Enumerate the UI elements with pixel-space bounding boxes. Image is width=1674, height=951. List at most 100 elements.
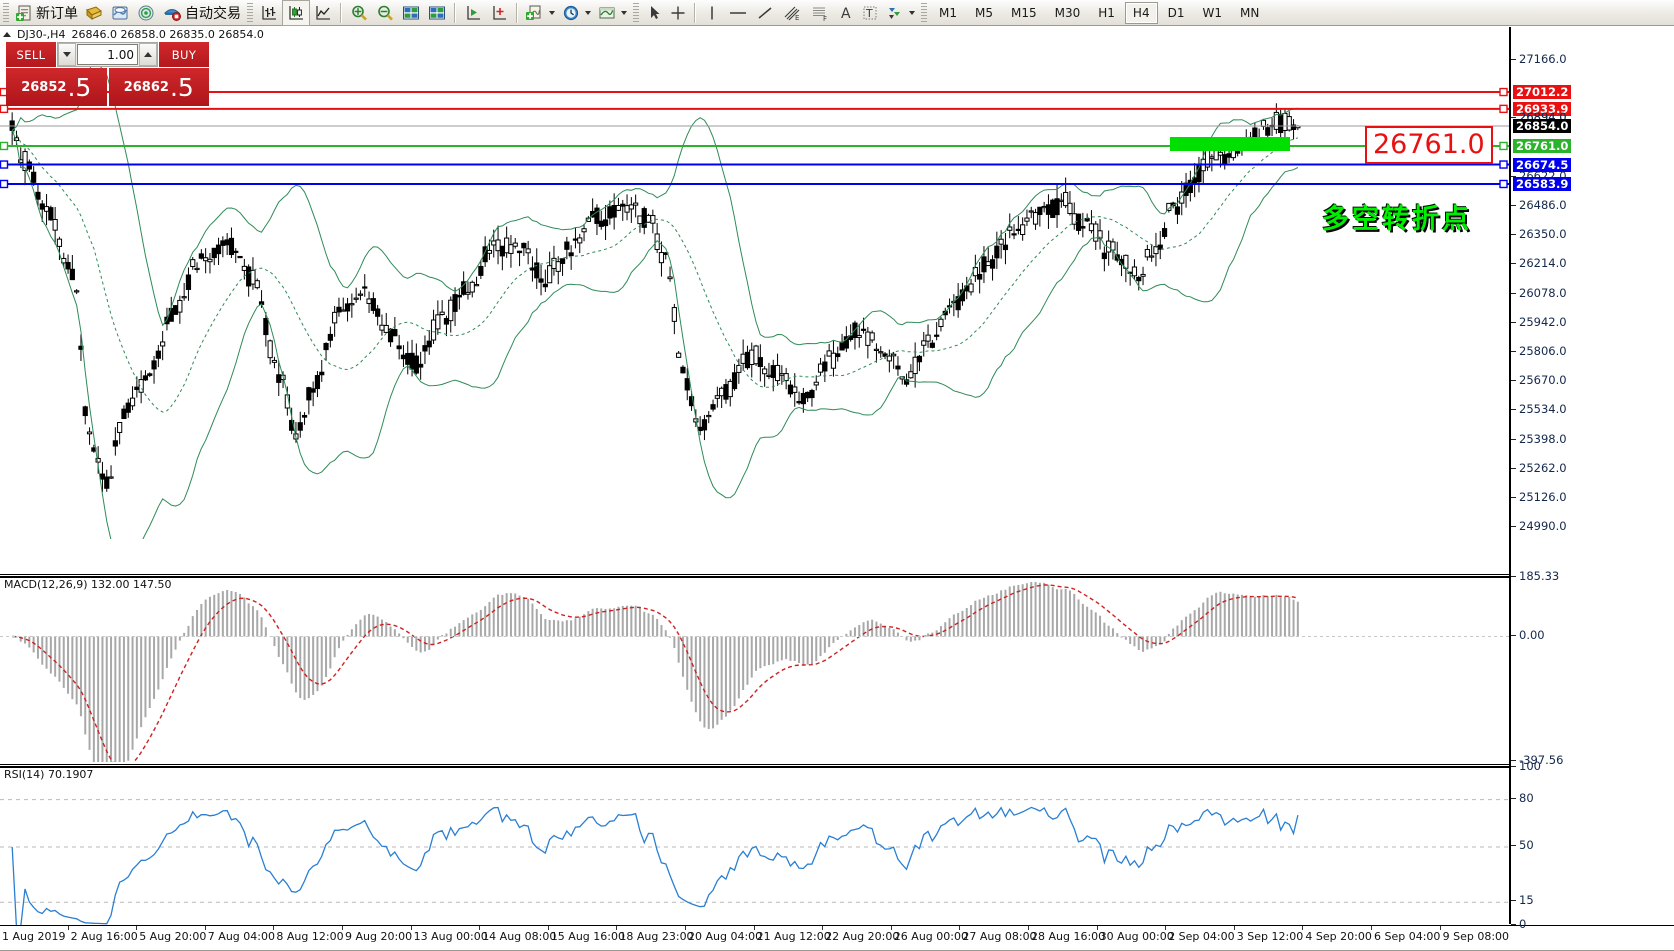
data-window-button[interactable] — [107, 1, 133, 25]
macd-pane[interactable] — [0, 576, 1509, 762]
time-tick-label: 26 Aug 00:00 — [893, 930, 968, 943]
buy-button[interactable]: BUY — [159, 42, 209, 67]
autotrading-icon — [163, 8, 181, 21]
trend-line-button[interactable] — [752, 1, 778, 25]
equidistant-channel-button[interactable]: E — [778, 1, 806, 25]
rsi-tick — [1511, 766, 1516, 767]
price-level-chip-resistance-line[interactable]: 27012.2 — [1513, 85, 1572, 100]
timeframe-h1[interactable]: H1 — [1098, 5, 1115, 20]
rsi-tick-label: 50 — [1519, 838, 1534, 852]
volume-input[interactable]: 1.00 — [77, 44, 138, 65]
price-tick — [1511, 526, 1516, 528]
price-level-chip-support-line[interactable]: 26674.5 — [1513, 157, 1572, 172]
chevron-down-icon[interactable] — [585, 10, 591, 15]
rsi-tick — [1511, 900, 1516, 902]
bar-chart-icon — [262, 5, 276, 20]
time-tick-label: 6 Sep 04:00 — [1374, 930, 1441, 943]
timeframe-m5[interactable]: M5 — [975, 5, 993, 20]
timeframe-m1[interactable]: M1 — [939, 5, 957, 20]
price-tick-label: 25942.0 — [1519, 314, 1567, 329]
price-chart-pane[interactable] — [0, 41, 1509, 539]
one-click-trading-panel[interactable]: SELL 1.00 BUY 26852 .5 26862 .5 — [6, 42, 209, 106]
time-tick — [1028, 926, 1029, 930]
new-order-button[interactable]: 新订单 — [12, 1, 81, 25]
time-tick-label: 2 Sep 04:00 — [1168, 930, 1235, 943]
auto-scroll-button[interactable] — [486, 1, 512, 25]
candlestick-chart-button[interactable] — [282, 0, 310, 26]
toolbar-grip-3[interactable] — [633, 2, 639, 23]
expert-advisors-button[interactable] — [81, 1, 107, 25]
price-axis[interactable]: 27166.0 26894.0 26486.0 26350.0 26214.0 26078… — [1509, 27, 1674, 931]
zoom-in-button[interactable] — [346, 1, 372, 25]
text-label-button[interactable]: T — [858, 1, 882, 25]
time-axis[interactable]: 1 Aug 2019 2 Aug 16:00 5 Aug 20:00 7 Aug 04… — [0, 925, 1674, 951]
time-tick-label: 27 Aug 08:00 — [962, 930, 1037, 943]
grid-icon — [403, 6, 419, 19]
fibonacci-button[interactable]: F — [806, 1, 834, 25]
timeframe-d1[interactable]: D1 — [1167, 5, 1185, 20]
chart-note-text[interactable]: 多空转折点 — [1322, 204, 1472, 235]
volume-stepper[interactable]: 1.00 — [57, 42, 158, 67]
toolbar-grip[interactable] — [3, 2, 9, 23]
bar-chart-button[interactable] — [256, 1, 282, 25]
toolbar-grip-4[interactable] — [921, 2, 927, 23]
price-level-chip-support-line[interactable]: 26583.9 — [1513, 176, 1572, 191]
grid-button-2[interactable] — [424, 1, 450, 25]
signals-button[interactable] — [133, 1, 159, 25]
svg-text:A: A — [841, 6, 851, 22]
line-chart-button[interactable] — [310, 1, 336, 25]
time-tick — [67, 926, 69, 930]
timeframe-w1[interactable]: W1 — [1202, 5, 1222, 20]
highlight-zone[interactable] — [1170, 136, 1290, 151]
volume-increase-button[interactable] — [139, 43, 157, 66]
rsi-tick-label: 80 — [1519, 790, 1534, 805]
rsi-tick-label: 15 — [1519, 893, 1534, 908]
indicators-button[interactable] — [522, 1, 558, 25]
sell-price-fraction: .5 — [67, 72, 92, 102]
objects-icon — [889, 7, 900, 19]
buy-price-button[interactable]: 26862 .5 — [108, 68, 209, 106]
timeframe-m30[interactable]: M30 — [1054, 5, 1081, 20]
time-tick — [547, 926, 549, 930]
price-level-chip-last-price[interactable]: 26854.0 — [1513, 119, 1572, 133]
chevron-down-icon[interactable] — [909, 10, 915, 15]
time-tick-label: 22 Aug 20:00 — [825, 930, 900, 943]
period-button[interactable] — [558, 1, 594, 25]
text-button[interactable]: A — [834, 1, 858, 25]
macd-tick-label: 0.00 — [1519, 627, 1545, 642]
price-tick — [1511, 467, 1516, 469]
svg-text:T: T — [865, 7, 873, 20]
time-tick — [822, 926, 824, 930]
trade-panel-top-row: SELL 1.00 BUY — [6, 42, 209, 67]
volume-decrease-button[interactable] — [58, 43, 76, 66]
price-callout[interactable]: 26761.0 — [1365, 125, 1493, 164]
sell-button[interactable]: SELL — [6, 42, 56, 67]
crosshair-button[interactable] — [666, 1, 690, 25]
rsi-tick — [1511, 797, 1516, 799]
horizontal-line-button[interactable] — [724, 1, 752, 25]
price-tick-label: 26078.0 — [1519, 285, 1567, 300]
chevron-down-icon[interactable] — [549, 10, 555, 15]
price-level-chip-resistance-line[interactable]: 26933.9 — [1513, 101, 1572, 116]
zoom-out-button[interactable] — [372, 1, 398, 25]
objects-button[interactable] — [882, 1, 918, 25]
timeframe-m15[interactable]: M15 — [1011, 5, 1037, 20]
time-tick-label: 8 Aug 12:00 — [276, 930, 344, 943]
grid-button[interactable] — [398, 1, 424, 25]
chevron-down-icon[interactable] — [621, 10, 627, 15]
collapse-icon[interactable] — [3, 31, 11, 37]
rsi-pane[interactable] — [0, 766, 1509, 926]
vertical-line-button[interactable] — [700, 1, 724, 25]
shift-end-button[interactable] — [460, 1, 486, 25]
sell-price-button[interactable]: 26852 .5 — [6, 68, 107, 106]
autotrading-button[interactable]: 自动交易 — [159, 1, 244, 25]
time-tick — [1096, 926, 1098, 930]
price-level-chip-support-line[interactable]: 26761.0 — [1513, 138, 1572, 153]
new-order-icon — [16, 5, 31, 21]
timeframe-mn[interactable]: MN — [1239, 5, 1260, 20]
timeframe-h4[interactable]: H4 — [1124, 1, 1158, 24]
price-tick-label: 25126.0 — [1519, 489, 1567, 504]
templates-button[interactable] — [594, 1, 630, 25]
cursor-button[interactable] — [642, 1, 666, 25]
toolbar-grip-2[interactable] — [247, 2, 253, 23]
